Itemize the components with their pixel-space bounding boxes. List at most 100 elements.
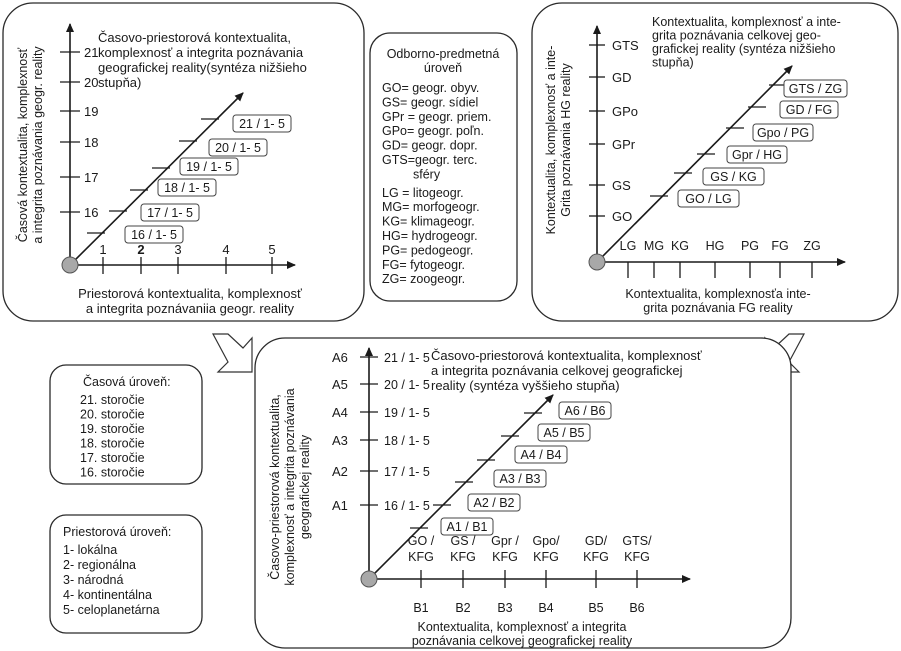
tr-xtick-3: HG — [706, 239, 725, 253]
b-label-3: A4 / B4 — [521, 448, 562, 462]
b-xbottom-4: KFG — [583, 550, 609, 564]
panel-tl-diagonal-arrow — [69, 92, 244, 266]
tl-ytick-3: 19 — [84, 104, 98, 119]
panel-bottom-frame — [254, 337, 792, 649]
panel-bottom-origin — [360, 570, 378, 588]
center-item-10: HG= hydrogeogr. — [382, 229, 478, 243]
tr-label-5: GTS / ZG — [789, 82, 842, 96]
tl-xtick-3: 4 — [222, 242, 229, 257]
tl-xaxis-line-1: a integrita poznávaniia geogr. reality — [86, 301, 295, 316]
b-xtop-3: Gpo/ — [532, 534, 560, 548]
b-label-0-box — [440, 517, 494, 536]
b-xcode-4: B5 — [588, 601, 603, 615]
b-ytick-3: 19 / 1- 5 — [384, 406, 430, 420]
panel-tr-y-ticks: GO GS GPr GPo GD GTS — [589, 38, 639, 224]
tr-xaxis-line-1: grita poznávania FG reality — [643, 301, 793, 315]
tr-label-3: Gpo / PG — [757, 126, 809, 140]
panel-bottom-x-axis-label: Kontextualita, komplexnosť a integritapo… — [412, 620, 633, 648]
tr-yaxis-line-1: Grita poznávania HG reality — [559, 62, 573, 216]
tr-xtick-5: FG — [771, 239, 788, 253]
b-xtop-4: GD/ — [585, 534, 608, 548]
panel-bottom-x-ticks: GO / KFG B1 GS / KFG B2 Gpr / KFG B3 Gpo/KFG B4 GD/… — [408, 534, 652, 615]
panel-tr-y-axis-label: Kontextualita, komplexnosť a inte- Grita … — [544, 46, 573, 235]
tr-ytick-4: GD — [612, 70, 632, 85]
tl-xaxis-line-0: Priestorová kontextualita, komplexnosť — [78, 286, 302, 301]
time-item-4: 17. storočie — [80, 451, 145, 465]
b-xtop-2: Gpr / — [491, 534, 519, 548]
b-label-1: A2 / B2 — [474, 496, 515, 510]
center-item-13: ZG= zoogeogr. — [382, 272, 465, 286]
panel-bottom-y-axis-label: Časovo-priestorová kontextualita, komplex… — [267, 388, 312, 585]
space-item-3: 4- kontinentálna — [63, 588, 152, 602]
center-item-5: GTS=geogr. terc. — [382, 153, 478, 167]
tr-label-4: GD / FG — [786, 103, 833, 117]
space-item-2: 3- národná — [63, 573, 124, 587]
tl-label-0: 16 / 1- 5 — [131, 228, 177, 242]
b-xcode-3: B4 — [538, 601, 553, 615]
tl-xtick-1: 2 — [137, 242, 144, 257]
panel-tr-diagonal-arrow — [596, 65, 793, 263]
b-ycode-5: A6 — [332, 350, 348, 365]
tr-xtick-0: LG — [620, 239, 637, 253]
b-xbottom-2: KFG — [492, 550, 518, 564]
panel-center-frame — [369, 32, 518, 302]
time-item-1: 20. storočie — [80, 408, 145, 422]
tl-yaxis-line-0: Časová kontextualita, komplexnosť — [15, 48, 30, 243]
b-ytick-2: 18 / 1- 5 — [384, 434, 430, 448]
panel-tr-x-ticks: LG MG KG HG PG FG ZG — [620, 239, 821, 278]
tr-ytick-2: GPr — [612, 137, 636, 152]
tl-label-3: 19 / 1- 5 — [186, 160, 232, 174]
time-item-0: 21. storočie — [80, 393, 145, 407]
tl-xtick-0: 1 — [99, 242, 106, 257]
time-item-3: 18. storočie — [80, 437, 145, 451]
tr-xtick-6: ZG — [803, 239, 820, 253]
b-ytick-4: 20 / 1- 5 — [384, 378, 430, 392]
tl-title-line-3: stupňa) — [98, 75, 141, 90]
tl-label-1: 17 / 1- 5 — [147, 206, 193, 220]
b-yaxis-line-0: Časovo-priestorová kontextualita, — [267, 394, 282, 580]
panel-bottom-diagonal-labels: A1 / B1 A2 / B2 A3 / B3 A4 / B4 A5 / B5 A6 / … — [410, 401, 612, 536]
center-item-3: GPo= geogr. poľn. — [382, 124, 484, 138]
panel-bottom-diagonal-arrow — [368, 394, 554, 580]
b-ycode-4: A5 — [332, 377, 348, 392]
tr-label-2-box — [726, 145, 788, 164]
center-item-2: GPr = geogr. priem. — [382, 110, 491, 124]
tr-label-0-box — [677, 189, 740, 208]
tl-xtick-4: 5 — [268, 242, 275, 257]
b-xbottom-0: KFG — [408, 550, 434, 564]
tl-ytick-0: 16 — [84, 205, 98, 220]
panel-tr-origin — [588, 253, 606, 271]
b-xcode-1: B2 — [455, 601, 470, 615]
panel-tl-title: Časovo-priestorová kontextualita,komplex… — [98, 30, 307, 90]
tr-xaxis-line-0: Kontextualita, komplexnosťa inte- — [625, 287, 810, 301]
panel-synthesis-higher: Časovo-priestorová kontextualita, komple… — [254, 337, 792, 649]
tr-xtick-1: MG — [644, 239, 664, 253]
b-label-5: A6 / B6 — [565, 404, 606, 418]
center-item-11: PG= pedogeogr. — [382, 243, 473, 257]
tr-label-5-box — [783, 79, 848, 98]
b-ytick-1: 17 / 1- 5 — [384, 465, 430, 479]
center-heading-1: úroveň — [424, 61, 462, 75]
b-label-2-box — [493, 469, 547, 488]
center-heading-0: Odborno-predmetná — [387, 47, 500, 61]
b-xbottom-5: KFG — [624, 550, 650, 564]
time-heading: Časová úroveň: — [83, 374, 171, 389]
tr-label-4-box — [779, 100, 839, 119]
b-label-3-box — [514, 445, 568, 464]
b-label-1-box — [467, 493, 521, 512]
tr-ytick-1: GS — [612, 178, 631, 193]
b-label-0: A1 / B1 — [447, 520, 488, 534]
panel-tr-x-axis-label: Kontextualita, komplexnosťa inte-grita p… — [625, 287, 810, 315]
tr-ytick-5: GTS — [612, 38, 639, 53]
center-item-0: GO= geogr. obyv. — [382, 81, 479, 95]
b-xcode-5: B6 — [629, 601, 644, 615]
panel-tr-title: Kontextualita, komplexnosť a inte-grita … — [652, 15, 841, 70]
panel-bottom-y-ticks: A1 16 / 1- 5 A2 17 / 1- 5 A3 18 / 1- 5 A4 19 / … — [332, 350, 430, 513]
tl-xtick-2: 3 — [174, 242, 181, 257]
tl-label-2: 18 / 1- 5 — [164, 181, 210, 195]
center-item-9: KG= klimageogr. — [382, 215, 475, 229]
b-ycode-3: A4 — [332, 405, 348, 420]
tr-label-3-box — [752, 123, 814, 142]
